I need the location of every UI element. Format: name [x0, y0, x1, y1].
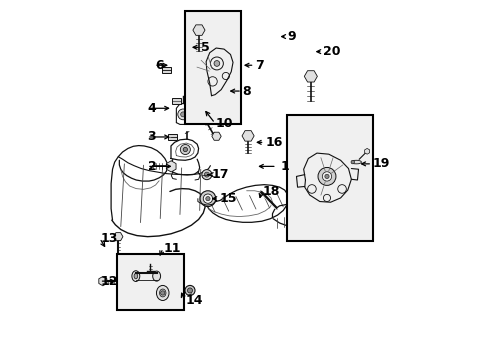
Text: 16: 16: [265, 136, 282, 149]
Text: 2: 2: [147, 160, 156, 173]
Circle shape: [183, 147, 187, 152]
Text: 6: 6: [155, 59, 163, 72]
FancyBboxPatch shape: [224, 66, 235, 73]
Text: 5: 5: [201, 41, 210, 54]
Circle shape: [324, 174, 328, 179]
Text: 20: 20: [323, 45, 340, 58]
Text: 12: 12: [100, 275, 118, 288]
Ellipse shape: [351, 160, 361, 164]
Text: 14: 14: [185, 294, 203, 307]
Text: 9: 9: [287, 30, 296, 43]
FancyBboxPatch shape: [168, 134, 177, 140]
Text: 1: 1: [280, 160, 288, 173]
Text: 11: 11: [163, 242, 181, 255]
Text: 13: 13: [100, 231, 118, 244]
Circle shape: [180, 112, 185, 117]
Ellipse shape: [156, 285, 169, 301]
Circle shape: [202, 170, 211, 180]
Circle shape: [214, 60, 219, 66]
Ellipse shape: [134, 273, 137, 279]
Text: 15: 15: [219, 192, 236, 205]
Ellipse shape: [159, 289, 165, 297]
Text: 19: 19: [372, 157, 389, 170]
Circle shape: [200, 191, 215, 207]
Circle shape: [204, 172, 209, 177]
Circle shape: [178, 109, 188, 120]
Text: 10: 10: [215, 117, 233, 130]
Bar: [286, 116, 372, 241]
Text: 18: 18: [262, 185, 279, 198]
Text: 17: 17: [211, 168, 228, 181]
Ellipse shape: [152, 271, 160, 281]
Bar: [185, 12, 241, 125]
FancyBboxPatch shape: [172, 98, 180, 104]
Circle shape: [350, 160, 354, 164]
FancyBboxPatch shape: [162, 67, 171, 73]
Text: 4: 4: [147, 102, 156, 115]
Circle shape: [187, 288, 192, 293]
Text: 3: 3: [147, 130, 156, 144]
Circle shape: [184, 285, 195, 296]
Circle shape: [203, 194, 212, 203]
Circle shape: [160, 291, 164, 295]
Circle shape: [205, 197, 210, 201]
Bar: [117, 253, 183, 310]
Circle shape: [180, 144, 190, 154]
Text: 8: 8: [242, 85, 251, 98]
Ellipse shape: [132, 271, 140, 282]
Circle shape: [322, 172, 331, 181]
Circle shape: [317, 167, 335, 185]
Text: 7: 7: [255, 59, 264, 72]
